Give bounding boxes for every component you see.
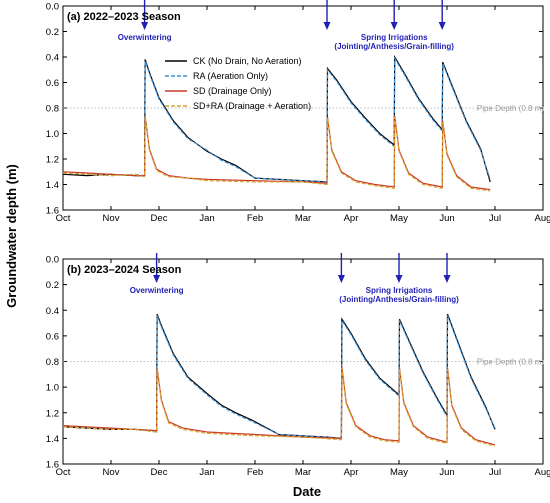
legend-entry: SD (Drainage Only) bbox=[193, 86, 272, 96]
event-label: (Jointing/Anthesis/Grain-filling) bbox=[334, 42, 454, 51]
event-label: Overwintering bbox=[130, 286, 184, 295]
y-axis-label: Groundwater depth (m) bbox=[4, 164, 19, 308]
x-tick-label: Aug bbox=[535, 467, 550, 478]
series-line-1 bbox=[62, 54, 491, 183]
x-tick-label: Jan bbox=[199, 467, 214, 478]
series-line-3 bbox=[62, 115, 491, 191]
x-tick-label: Apr bbox=[344, 467, 359, 478]
x-tick-label: Feb bbox=[247, 467, 263, 478]
x-tick-label: May bbox=[390, 213, 408, 224]
y-tick-label: 1.2 bbox=[46, 155, 59, 166]
panel-title: (a) 2022–2023 Season bbox=[67, 11, 181, 23]
series-line-4 bbox=[62, 367, 496, 447]
event-arrow-head bbox=[443, 275, 451, 283]
y-tick-label: 1.6 bbox=[46, 460, 59, 471]
legend-entry: SD+RA (Drainage + Aeration) bbox=[193, 101, 311, 111]
x-tick-label: Jan bbox=[199, 213, 214, 224]
event-arrow-head bbox=[438, 22, 446, 30]
x-tick-label: Oct bbox=[56, 213, 71, 224]
y-tick-label: 1.4 bbox=[46, 434, 59, 445]
y-tick-label: 1.2 bbox=[46, 408, 59, 419]
y-tick-label: 1.0 bbox=[46, 129, 59, 140]
event-arrow-head bbox=[141, 22, 149, 30]
x-tick-label: Dec bbox=[151, 467, 168, 478]
x-tick-label: Aug bbox=[535, 213, 550, 224]
x-tick-label: Mar bbox=[295, 213, 311, 224]
series-line-2 bbox=[62, 56, 491, 183]
pipe-depth-label: Pipe Depth (0.8 m) bbox=[477, 358, 544, 367]
panel-title: (b) 2023–2024 Season bbox=[67, 264, 182, 276]
x-tick-label: Dec bbox=[151, 213, 168, 224]
y-tick-label: 0.0 bbox=[46, 255, 59, 266]
y-tick-label: 0.2 bbox=[46, 27, 59, 38]
y-tick-label: 0.4 bbox=[46, 53, 59, 64]
x-tick-label: Feb bbox=[247, 213, 263, 224]
y-tick-label: 0.8 bbox=[46, 357, 59, 368]
series-line-1 bbox=[62, 313, 496, 440]
legend-entry: CK (No Drain, No Aeration) bbox=[193, 56, 302, 66]
legend-entry: RA (Aeration Only) bbox=[193, 71, 268, 81]
y-tick-label: 1.0 bbox=[46, 383, 59, 394]
x-tick-label: Jun bbox=[439, 467, 454, 478]
event-label: (Jointing/Anthesis/Grain-filling) bbox=[339, 295, 459, 304]
y-tick-label: 1.6 bbox=[46, 206, 59, 217]
event-arrow-head bbox=[390, 22, 398, 30]
x-tick-label: Nov bbox=[103, 467, 120, 478]
event-arrow-head bbox=[337, 275, 345, 283]
y-tick-label: 0.2 bbox=[46, 280, 59, 291]
x-tick-label: Oct bbox=[56, 467, 71, 478]
y-tick-label: 0.6 bbox=[46, 78, 59, 89]
y-tick-label: 1.4 bbox=[46, 180, 59, 191]
x-tick-label: Jul bbox=[489, 467, 501, 478]
pipe-depth-label: Pipe Depth (0.8 m) bbox=[477, 104, 544, 113]
x-tick-label: Jul bbox=[489, 213, 501, 224]
event-arrow-head bbox=[153, 275, 161, 283]
x-tick-label: Mar bbox=[295, 467, 311, 478]
y-tick-label: 0.8 bbox=[46, 104, 59, 115]
event-label: Overwintering bbox=[118, 33, 172, 42]
series-line-2 bbox=[62, 315, 496, 440]
x-tick-label: May bbox=[390, 467, 408, 478]
series-line-4 bbox=[62, 116, 491, 192]
y-tick-label: 0.0 bbox=[46, 2, 59, 13]
event-label: Spring Irrigations bbox=[366, 286, 433, 295]
x-axis-label: Date bbox=[293, 484, 321, 499]
x-tick-label: Apr bbox=[344, 213, 359, 224]
x-tick-label: Nov bbox=[103, 213, 120, 224]
y-tick-label: 0.4 bbox=[46, 306, 59, 317]
y-tick-label: 0.6 bbox=[46, 331, 59, 342]
event-label: Spring Irrigations bbox=[361, 33, 428, 42]
x-tick-label: Jun bbox=[439, 213, 454, 224]
series-line-3 bbox=[62, 366, 496, 446]
event-arrow-head bbox=[395, 275, 403, 283]
event-arrow-head bbox=[323, 22, 331, 30]
